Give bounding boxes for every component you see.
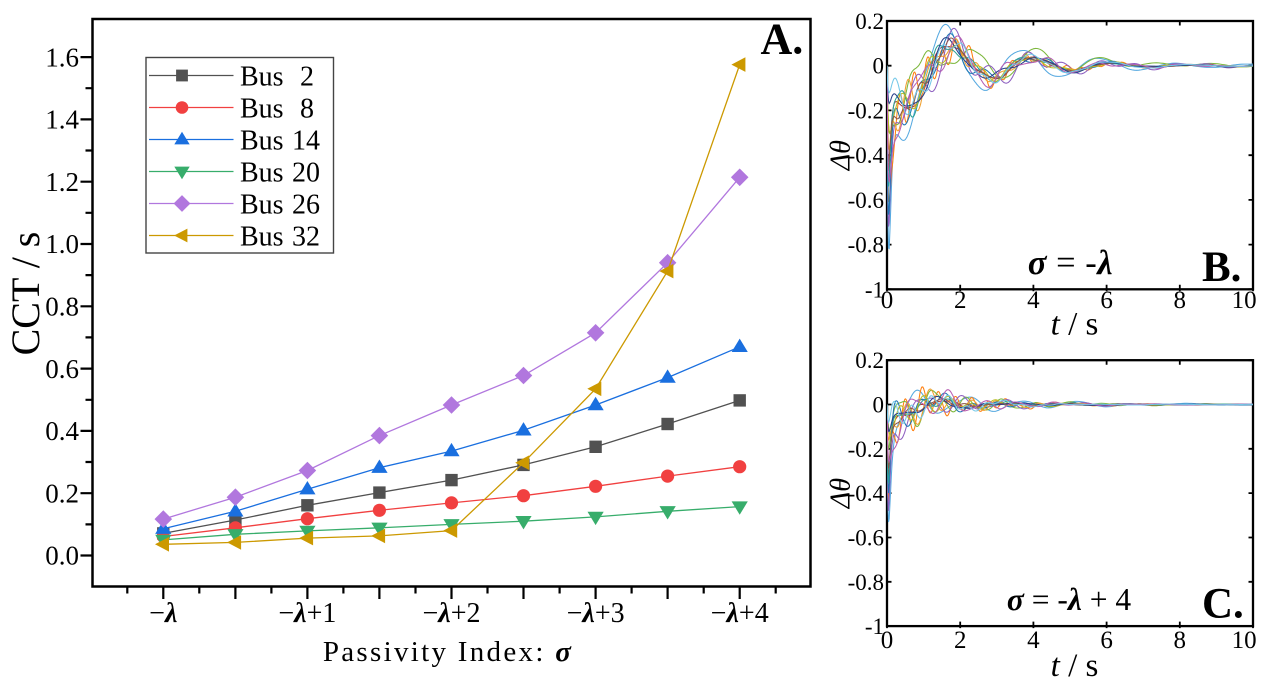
svg-text:6: 6 <box>1100 627 1113 654</box>
svg-text:2: 2 <box>954 627 967 654</box>
svg-text:CCT / s: CCT / s <box>3 232 48 356</box>
svg-text:6: 6 <box>1100 287 1113 314</box>
svg-text:Δθ: Δθ <box>826 478 857 509</box>
svg-text:σ = -λ: σ = -λ <box>1028 244 1113 282</box>
svg-text:0.2: 0.2 <box>855 348 884 373</box>
svg-text:-0.6: -0.6 <box>848 526 884 551</box>
svg-text:C.: C. <box>1202 581 1244 628</box>
svg-text:−λ+4: −λ+4 <box>711 598 769 629</box>
svg-text:0.8: 0.8 <box>45 292 79 322</box>
svg-text:-0.2: -0.2 <box>848 437 884 462</box>
svg-text:10: 10 <box>1232 627 1257 654</box>
svg-text:1.2: 1.2 <box>45 167 79 197</box>
svg-text:σ = -λ + 4: σ = -λ + 4 <box>1007 582 1131 617</box>
svg-text:B.: B. <box>1202 244 1241 291</box>
svg-text:0: 0 <box>873 393 885 418</box>
svg-text:1.6: 1.6 <box>45 42 79 72</box>
svg-text:-0.4: -0.4 <box>848 481 885 506</box>
svg-text:1.4: 1.4 <box>45 105 79 135</box>
svg-text:Passivity Index: σ: Passivity Index: σ <box>323 636 573 668</box>
svg-text:-1: -1 <box>865 614 884 639</box>
svg-text:A.: A. <box>761 15 804 64</box>
svg-text:0.6: 0.6 <box>45 354 79 384</box>
svg-text:4: 4 <box>1027 287 1040 314</box>
svg-text:-0.8: -0.8 <box>848 233 884 258</box>
svg-text:8: 8 <box>1174 287 1187 314</box>
svg-text:0.0: 0.0 <box>45 541 79 571</box>
svg-text:-0.6: -0.6 <box>848 188 884 213</box>
svg-text:0.2: 0.2 <box>855 9 884 34</box>
svg-text:t / s: t / s <box>1051 648 1099 684</box>
svg-text:8: 8 <box>1174 627 1187 654</box>
svg-text:2: 2 <box>954 287 967 314</box>
svg-text:-0.4: -0.4 <box>848 143 885 168</box>
svg-text:10: 10 <box>1232 287 1257 314</box>
svg-text:0: 0 <box>873 54 885 79</box>
svg-text:-0.8: -0.8 <box>848 570 884 595</box>
svg-text:−λ+2: −λ+2 <box>422 598 480 629</box>
svg-text:−λ+3: −λ+3 <box>567 598 625 629</box>
svg-text:0: 0 <box>881 287 894 314</box>
svg-text:4: 4 <box>1027 627 1040 654</box>
svg-text:−λ+1: −λ+1 <box>278 598 336 629</box>
svg-text:-1: -1 <box>865 277 884 302</box>
svg-text:−λ: −λ <box>149 598 177 629</box>
svg-text:-0.2: -0.2 <box>848 98 884 123</box>
svg-text:t / s: t / s <box>1051 307 1099 343</box>
svg-text:1.0: 1.0 <box>45 229 79 259</box>
svg-text:Δθ: Δθ <box>826 140 857 171</box>
svg-text:0: 0 <box>881 627 894 654</box>
svg-text:0.2: 0.2 <box>45 478 79 508</box>
svg-text:0.4: 0.4 <box>45 416 79 446</box>
